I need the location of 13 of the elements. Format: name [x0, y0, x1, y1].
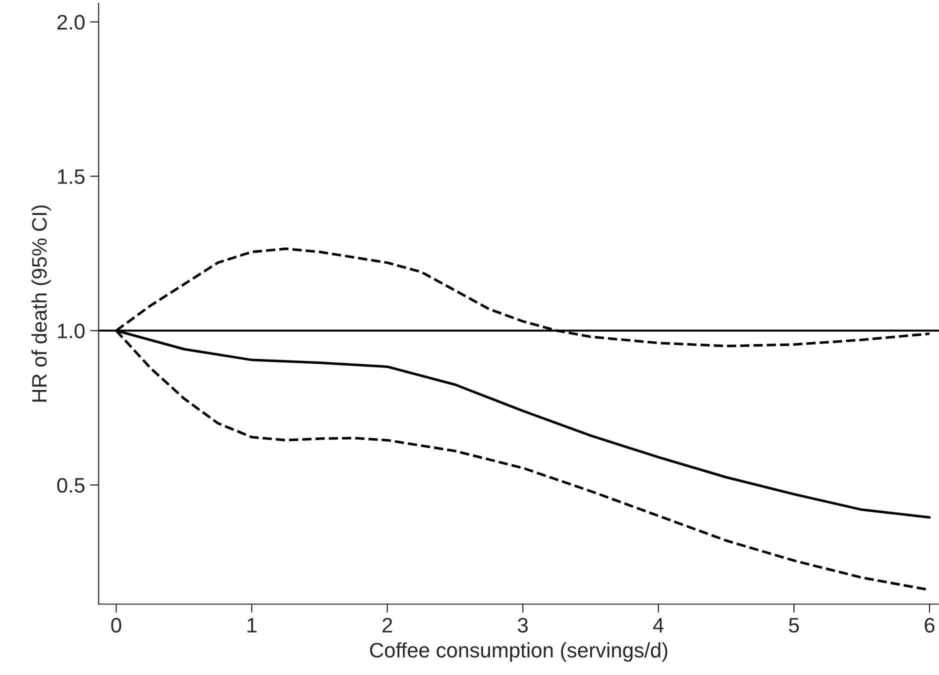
y-tick-label: 0.5	[57, 478, 85, 493]
x-tick-label: 3	[518, 618, 528, 633]
x-tick-label: 6	[924, 618, 934, 633]
x-tick-label: 2	[382, 618, 392, 632]
y-axis-title: HR of death (95% CI)	[31, 205, 51, 402]
x-tick-label: 5	[789, 618, 799, 633]
y-tick-label: 2.0	[57, 14, 85, 30]
y-tick-label: 1.5	[58, 169, 85, 184]
x-tick-label: 0	[111, 618, 122, 633]
x-tick-label: 1	[248, 618, 257, 632]
x-axis-title: Coffee consumption (servings/d)	[370, 642, 668, 662]
y-tick-label: 1.0	[58, 324, 85, 338]
x-tick-label: 4	[653, 618, 664, 632]
